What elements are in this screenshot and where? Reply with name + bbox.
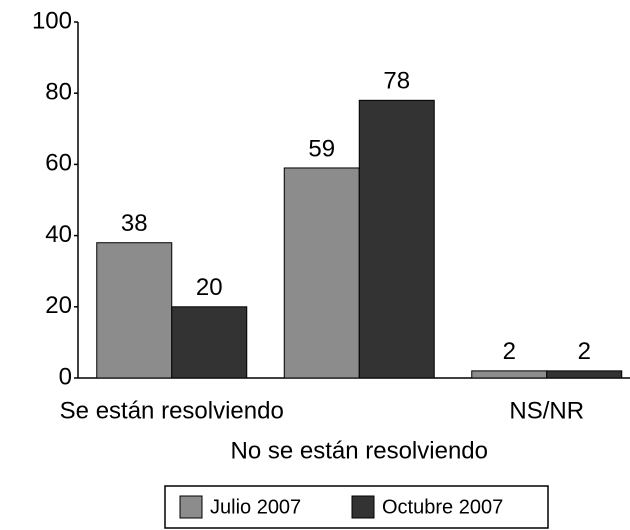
x-tick-label: No se están resolviendo <box>231 437 488 464</box>
value-label: 2 <box>578 338 591 365</box>
y-tick-label: 60 <box>45 150 72 177</box>
value-label: 2 <box>503 338 516 365</box>
bar <box>358 99 435 379</box>
legend-swatch <box>351 495 375 519</box>
x-tick-label: NS/NR <box>509 397 584 424</box>
bar <box>546 370 623 379</box>
value-label: 38 <box>121 210 148 237</box>
bar <box>283 167 360 379</box>
y-tick-label: 0 <box>59 363 72 390</box>
value-label: 20 <box>196 274 223 301</box>
value-label: 78 <box>383 68 410 95</box>
value-label: 59 <box>308 135 335 162</box>
legend-label: Octubre 2007 <box>382 496 503 518</box>
y-tick-label: 20 <box>45 292 72 319</box>
legend-label: Julio 2007 <box>210 496 301 518</box>
legend-swatch <box>179 495 203 519</box>
y-tick-label: 80 <box>45 79 72 106</box>
x-tick-label: Se están resolviendo <box>60 397 284 424</box>
y-tick-label: 100 <box>32 7 72 34</box>
bar <box>471 370 548 379</box>
y-tick-label: 40 <box>45 221 72 248</box>
bar <box>171 306 248 379</box>
bar <box>96 242 173 379</box>
